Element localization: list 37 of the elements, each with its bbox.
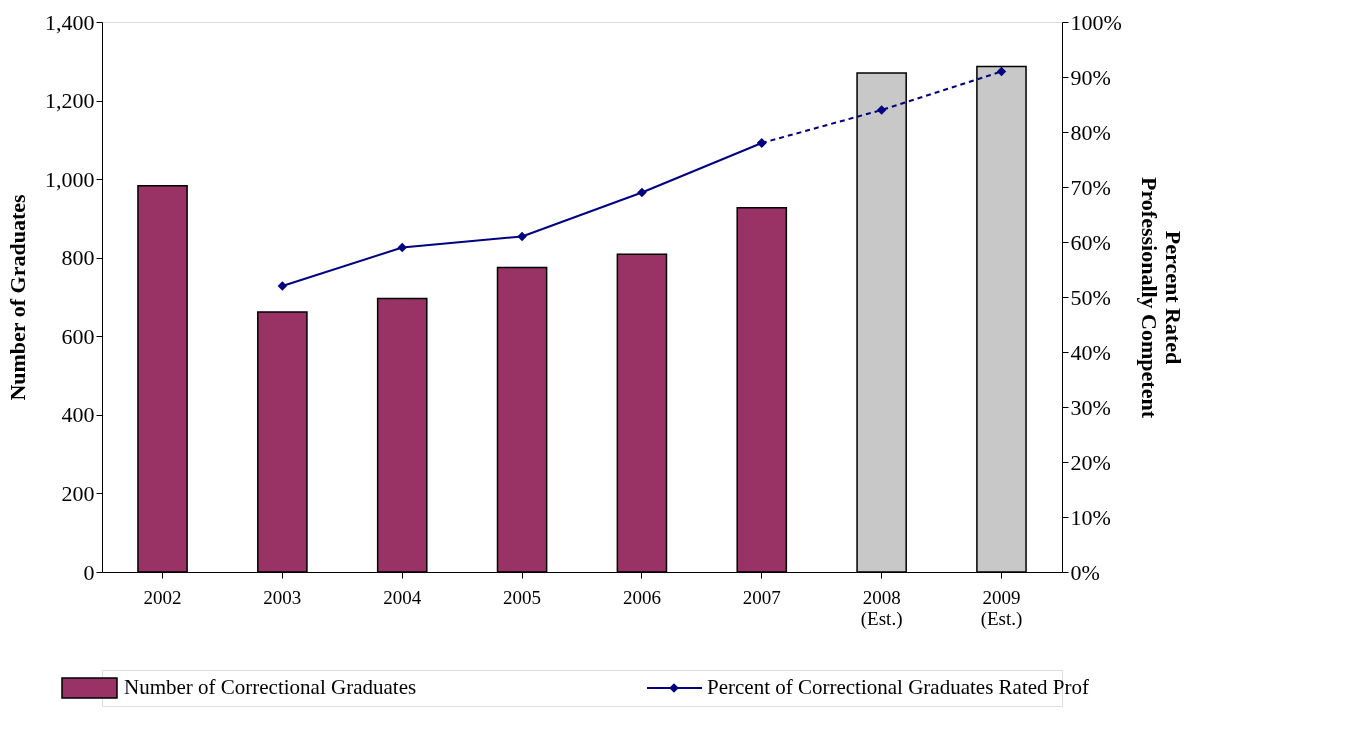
- y-tick-label: 1,000: [45, 166, 95, 192]
- y-axis-title: Number of Graduates: [5, 194, 30, 401]
- y2-tick-label: 60%: [1070, 229, 1111, 255]
- point: [637, 187, 647, 198]
- y2-axis-title: Percent Rated Professionally Competent: [1136, 177, 1186, 419]
- x-tick-label: 2004: [383, 586, 422, 608]
- y2-tick-label: 100%: [1070, 9, 1122, 35]
- y-tick-label: 0: [83, 559, 95, 585]
- y2-tick-label: 10%: [1070, 504, 1111, 530]
- x-tick-label: 2005: [503, 586, 542, 608]
- legend-label: Number of Correctional Graduates: [124, 675, 417, 699]
- x-tick-label: 2006: [622, 586, 661, 608]
- y2-tick-label: 90%: [1070, 64, 1111, 90]
- point: [397, 242, 407, 253]
- x-tick-label: 2008 (Est.): [860, 586, 903, 630]
- point: [277, 281, 288, 291]
- y-tick-label: 600: [61, 323, 95, 349]
- y2-tick-label: 80%: [1070, 119, 1111, 145]
- y-tick-label: 200: [61, 480, 95, 506]
- x-tick-label: 2007: [742, 586, 781, 608]
- x-tick-label: 2003: [263, 586, 302, 608]
- y-tick-label: 1,200: [45, 88, 95, 114]
- y2-tick-label: 40%: [1070, 339, 1111, 365]
- point: [517, 231, 527, 242]
- x-tick-label: 2009 (Est.): [980, 586, 1023, 630]
- y-tick-label: 1,400: [45, 9, 95, 35]
- y2-tick-label: 50%: [1070, 284, 1111, 310]
- y-tick-label: 800: [61, 245, 95, 271]
- x-tick-label: 2002: [143, 586, 182, 608]
- point: [996, 66, 1007, 77]
- y2-tick-label: 30%: [1070, 394, 1111, 420]
- y2-tick-label: 0%: [1070, 559, 1100, 585]
- legend-label: Percent of Correctional Graduates Rated Prof: [707, 675, 1089, 699]
- point: [876, 105, 887, 115]
- y-tick-label: 400: [61, 402, 95, 428]
- y2-tick-label: 20%: [1070, 449, 1111, 475]
- y2-tick-label: 70%: [1070, 174, 1111, 200]
